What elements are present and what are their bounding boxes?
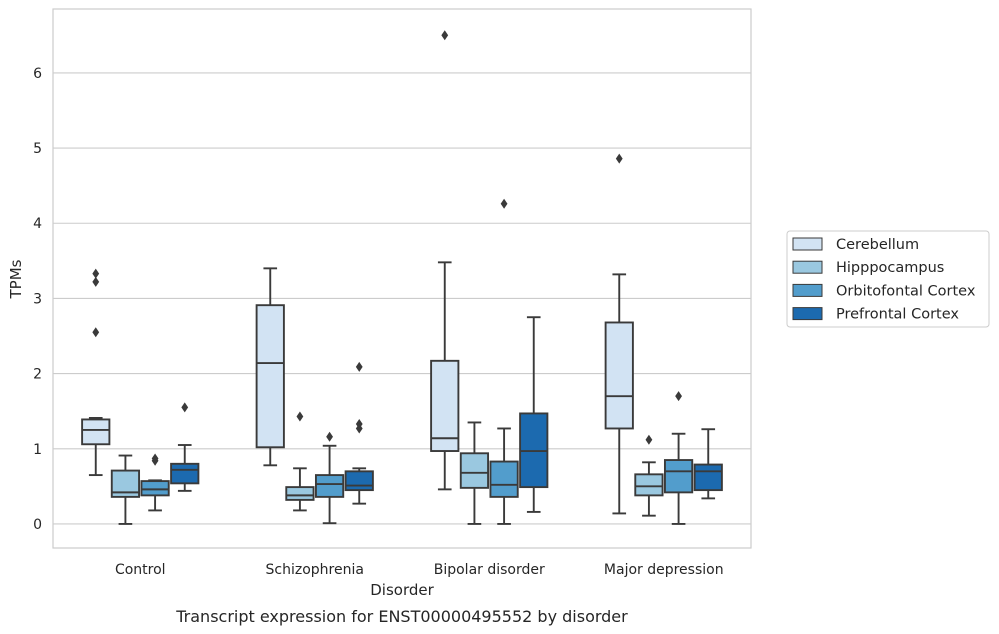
- outlier-point-0: [500, 198, 508, 209]
- y-tick-label-0: 0: [33, 517, 42, 533]
- box-3-1: [344, 361, 374, 505]
- box-1-0: [110, 454, 141, 525]
- legend-swatch-0: [792, 237, 823, 251]
- box-1-3: [634, 434, 664, 517]
- box-iqr: [344, 470, 374, 492]
- box-3-3: [693, 428, 723, 500]
- box-iqr: [255, 304, 285, 449]
- box-iqr: [634, 473, 664, 497]
- box-iqr: [81, 418, 111, 446]
- plot-frame: [52, 8, 752, 549]
- box-2-0: [140, 453, 170, 512]
- y-tick-label-5: 5: [33, 141, 42, 157]
- box-3-2: [519, 316, 549, 513]
- outlier-point-0: [296, 411, 304, 422]
- x-axis-label: Disorder: [370, 581, 434, 599]
- y-tick-label-4: 4: [33, 216, 42, 232]
- x-tick-label-major-depression: Major depression: [604, 562, 724, 578]
- box-iqr: [604, 321, 634, 430]
- outlier-point-1: [151, 453, 159, 464]
- box-1-1: [285, 411, 315, 512]
- legend-swatch-1: [792, 260, 823, 274]
- box-2-1: [314, 431, 345, 525]
- box-0-1: [255, 267, 285, 467]
- outlier-point-1: [92, 276, 100, 287]
- outlier-point-0: [181, 402, 189, 413]
- box-iqr: [663, 459, 694, 494]
- y-tick-label-3: 3: [33, 291, 42, 307]
- y-tick-label-2: 2: [33, 367, 42, 383]
- box-0-2: [430, 30, 460, 491]
- outlier-point-2: [92, 268, 100, 279]
- y-axis-label: TPMs: [7, 259, 25, 299]
- outlier-point-0: [675, 391, 682, 402]
- legend: Cerebellum Hipppocampus Orbitofontal Corte…: [786, 230, 990, 328]
- x-tick-label-bipolar-disorder: Bipolar disorder: [434, 562, 545, 578]
- box-iqr: [693, 463, 723, 492]
- legend-label-1: Hipppocampus: [836, 260, 944, 276]
- y-axis-ticks: 0 1 2 3 4 5 6: [33, 66, 42, 533]
- outlier-point-0: [92, 327, 100, 338]
- box-iqr: [285, 486, 315, 501]
- outlier-point-1: [355, 418, 363, 429]
- chart-caption: Transcript expression for ENST0000049555…: [175, 607, 628, 626]
- box-1-2: [459, 421, 490, 525]
- box-series: [81, 30, 723, 525]
- box-2-2: [489, 198, 519, 525]
- legend-swatch-2: [792, 283, 823, 297]
- legend-frame: [786, 230, 990, 328]
- box-2-3: [663, 391, 694, 525]
- legend-label-0: Cerebellum: [836, 237, 919, 253]
- outlier-point-0: [645, 434, 653, 445]
- series-orbitofontal-cortex: [140, 198, 694, 525]
- series-hipppocampus: [110, 411, 664, 525]
- legend-swatch-3: [792, 307, 823, 321]
- legend-label-2: Orbitofontal Cortex: [836, 283, 976, 299]
- series-prefrontal-cortex: [170, 316, 723, 513]
- series-cerebellum: [81, 30, 634, 515]
- y-tick-label-6: 6: [33, 66, 42, 82]
- box-3-0: [170, 402, 200, 492]
- box-0-3: [604, 153, 634, 515]
- box-iqr: [140, 480, 170, 497]
- box-iqr: [314, 474, 345, 498]
- outlier-point-2: [355, 361, 363, 372]
- x-tick-label-control: Control: [115, 562, 166, 578]
- grid-lines: [53, 72, 751, 525]
- outlier-point-0: [326, 431, 333, 442]
- x-tick-label-schizophrenia: Schizophrenia: [266, 562, 364, 578]
- x-axis-ticks: Control Schizophrenia Bipolar disorder Majo…: [115, 562, 724, 578]
- outlier-point-0: [441, 30, 449, 41]
- box-iqr: [459, 452, 490, 489]
- box-iqr: [430, 359, 460, 452]
- box-iqr: [170, 462, 200, 485]
- plot-area-background: [53, 9, 751, 548]
- box-0-0: [81, 268, 111, 477]
- legend-label-3: Prefrontal Cortex: [836, 307, 959, 323]
- box-iqr: [489, 460, 519, 498]
- outlier-point-0: [615, 153, 623, 164]
- y-tick-label-1: 1: [33, 442, 42, 458]
